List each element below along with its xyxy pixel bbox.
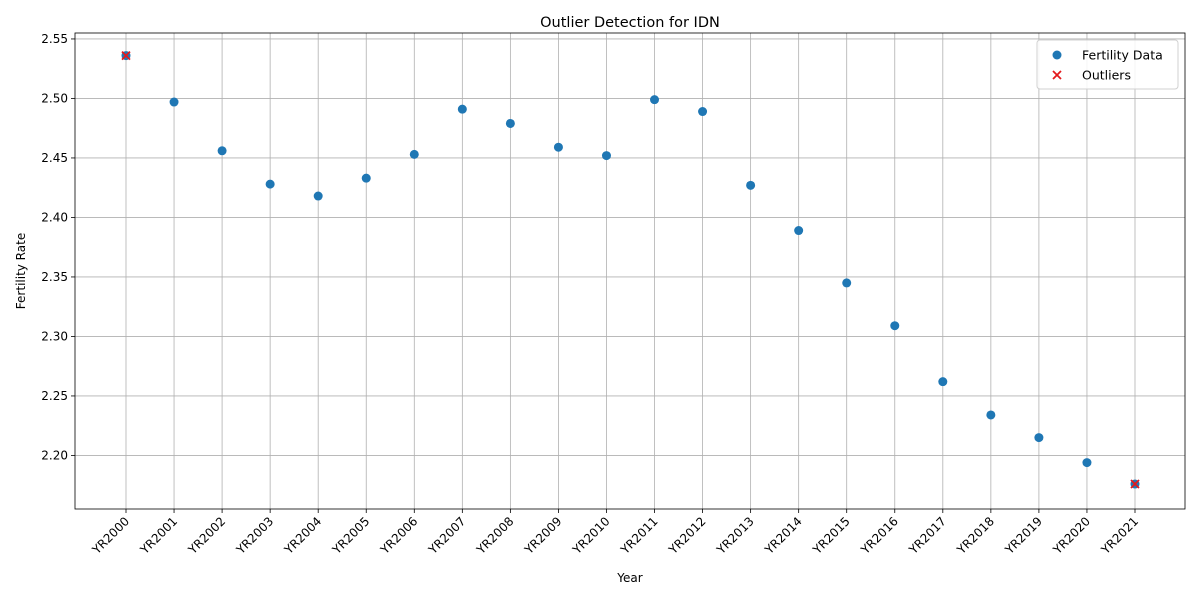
- y-axis-label: Fertility Rate: [14, 233, 28, 309]
- x-tick-label: YR2014: [761, 514, 804, 557]
- y-tick-label: 2.35: [41, 270, 68, 284]
- y-tick-label: 2.55: [41, 32, 68, 46]
- data-point-yr2016: [890, 321, 900, 331]
- x-tick-label: YR2004: [281, 514, 324, 557]
- chart-title: Outlier Detection for IDN: [540, 15, 720, 31]
- y-tick-label: 2.25: [41, 389, 68, 403]
- data-point-yr2006: [409, 149, 419, 159]
- data-point-yr2002: [217, 146, 227, 156]
- x-tick-label: YR2012: [665, 514, 708, 557]
- data-point-yr2004: [313, 191, 323, 201]
- grid: [75, 33, 1185, 509]
- legend-circle-marker: [1052, 50, 1062, 60]
- x-axis-ticks: YR2000 YR2001 YR2002 YR2003 YR2004 YR2005 YR20…: [89, 509, 1141, 558]
- data-point-yr2014: [794, 226, 804, 236]
- x-tick-label: YR2007: [425, 514, 468, 557]
- x-tick-label: YR2011: [617, 514, 660, 557]
- x-tick-label: YR2003: [233, 514, 276, 557]
- x-tick-label: YR2017: [906, 514, 949, 557]
- x-tick-label: YR2021: [1098, 514, 1141, 557]
- data-point-yr2007: [457, 104, 467, 114]
- x-tick-label: YR2020: [1050, 514, 1093, 557]
- legend-label-outliers: Outliers: [1082, 68, 1131, 83]
- x-tick-label: YR2010: [569, 514, 612, 557]
- data-point-yr2010: [601, 151, 611, 161]
- data-point-yr2017: [938, 377, 948, 387]
- y-tick-label: 2.30: [41, 329, 68, 343]
- data-point-yr2020: [1082, 458, 1092, 468]
- legend: Fertility Data Outliers: [1036, 39, 1179, 90]
- y-tick-label: 2.40: [41, 210, 68, 224]
- data-points: [121, 51, 1140, 489]
- outlier-markers: [121, 50, 1140, 489]
- legend-box: [1036, 39, 1179, 90]
- data-point-yr2008: [505, 118, 515, 128]
- y-tick-label: 2.45: [41, 151, 68, 165]
- y-tick-label: 2.50: [41, 91, 68, 105]
- data-point-yr2005: [361, 173, 371, 183]
- data-point-yr2003: [265, 179, 275, 189]
- legend-label-fertility: Fertility Data: [1082, 48, 1163, 63]
- x-tick-label: YR2018: [954, 514, 997, 557]
- x-tick-label: YR2008: [473, 514, 516, 557]
- x-tick-label: YR2015: [810, 514, 853, 557]
- x-tick-label: YR2013: [713, 514, 756, 557]
- data-point-yr2009: [553, 142, 563, 152]
- x-tick-label: YR2000: [89, 514, 132, 557]
- x-tick-label: YR2005: [329, 514, 372, 557]
- data-point-yr2013: [746, 180, 756, 190]
- x-tick-label: YR2002: [185, 514, 228, 557]
- outlier-marker-yr2000: [121, 50, 131, 61]
- plot-frame: [74, 32, 1186, 510]
- x-tick-label: YR2006: [377, 514, 420, 557]
- outlier-marker-yr2021: [1130, 479, 1140, 489]
- data-point-yr2012: [698, 107, 708, 117]
- y-axis-ticks: 2.20 2.25 2.30 2.35 2.40 2.45 2.50 2.55: [41, 32, 75, 462]
- data-point-yr2015: [842, 278, 852, 288]
- y-tick-label: 2.20: [41, 448, 68, 462]
- data-point-yr2001: [169, 97, 179, 107]
- x-tick-label: YR2009: [521, 514, 564, 557]
- legend-x-marker: [1052, 70, 1062, 80]
- data-point-yr2018: [986, 410, 996, 420]
- x-tick-label: YR2019: [1002, 514, 1045, 557]
- x-tick-label: YR2016: [858, 514, 901, 557]
- data-point-yr2011: [650, 95, 660, 105]
- data-point-yr2019: [1034, 433, 1044, 443]
- x-tick-label: YR2001: [137, 514, 180, 557]
- x-axis-label: Year: [616, 571, 642, 585]
